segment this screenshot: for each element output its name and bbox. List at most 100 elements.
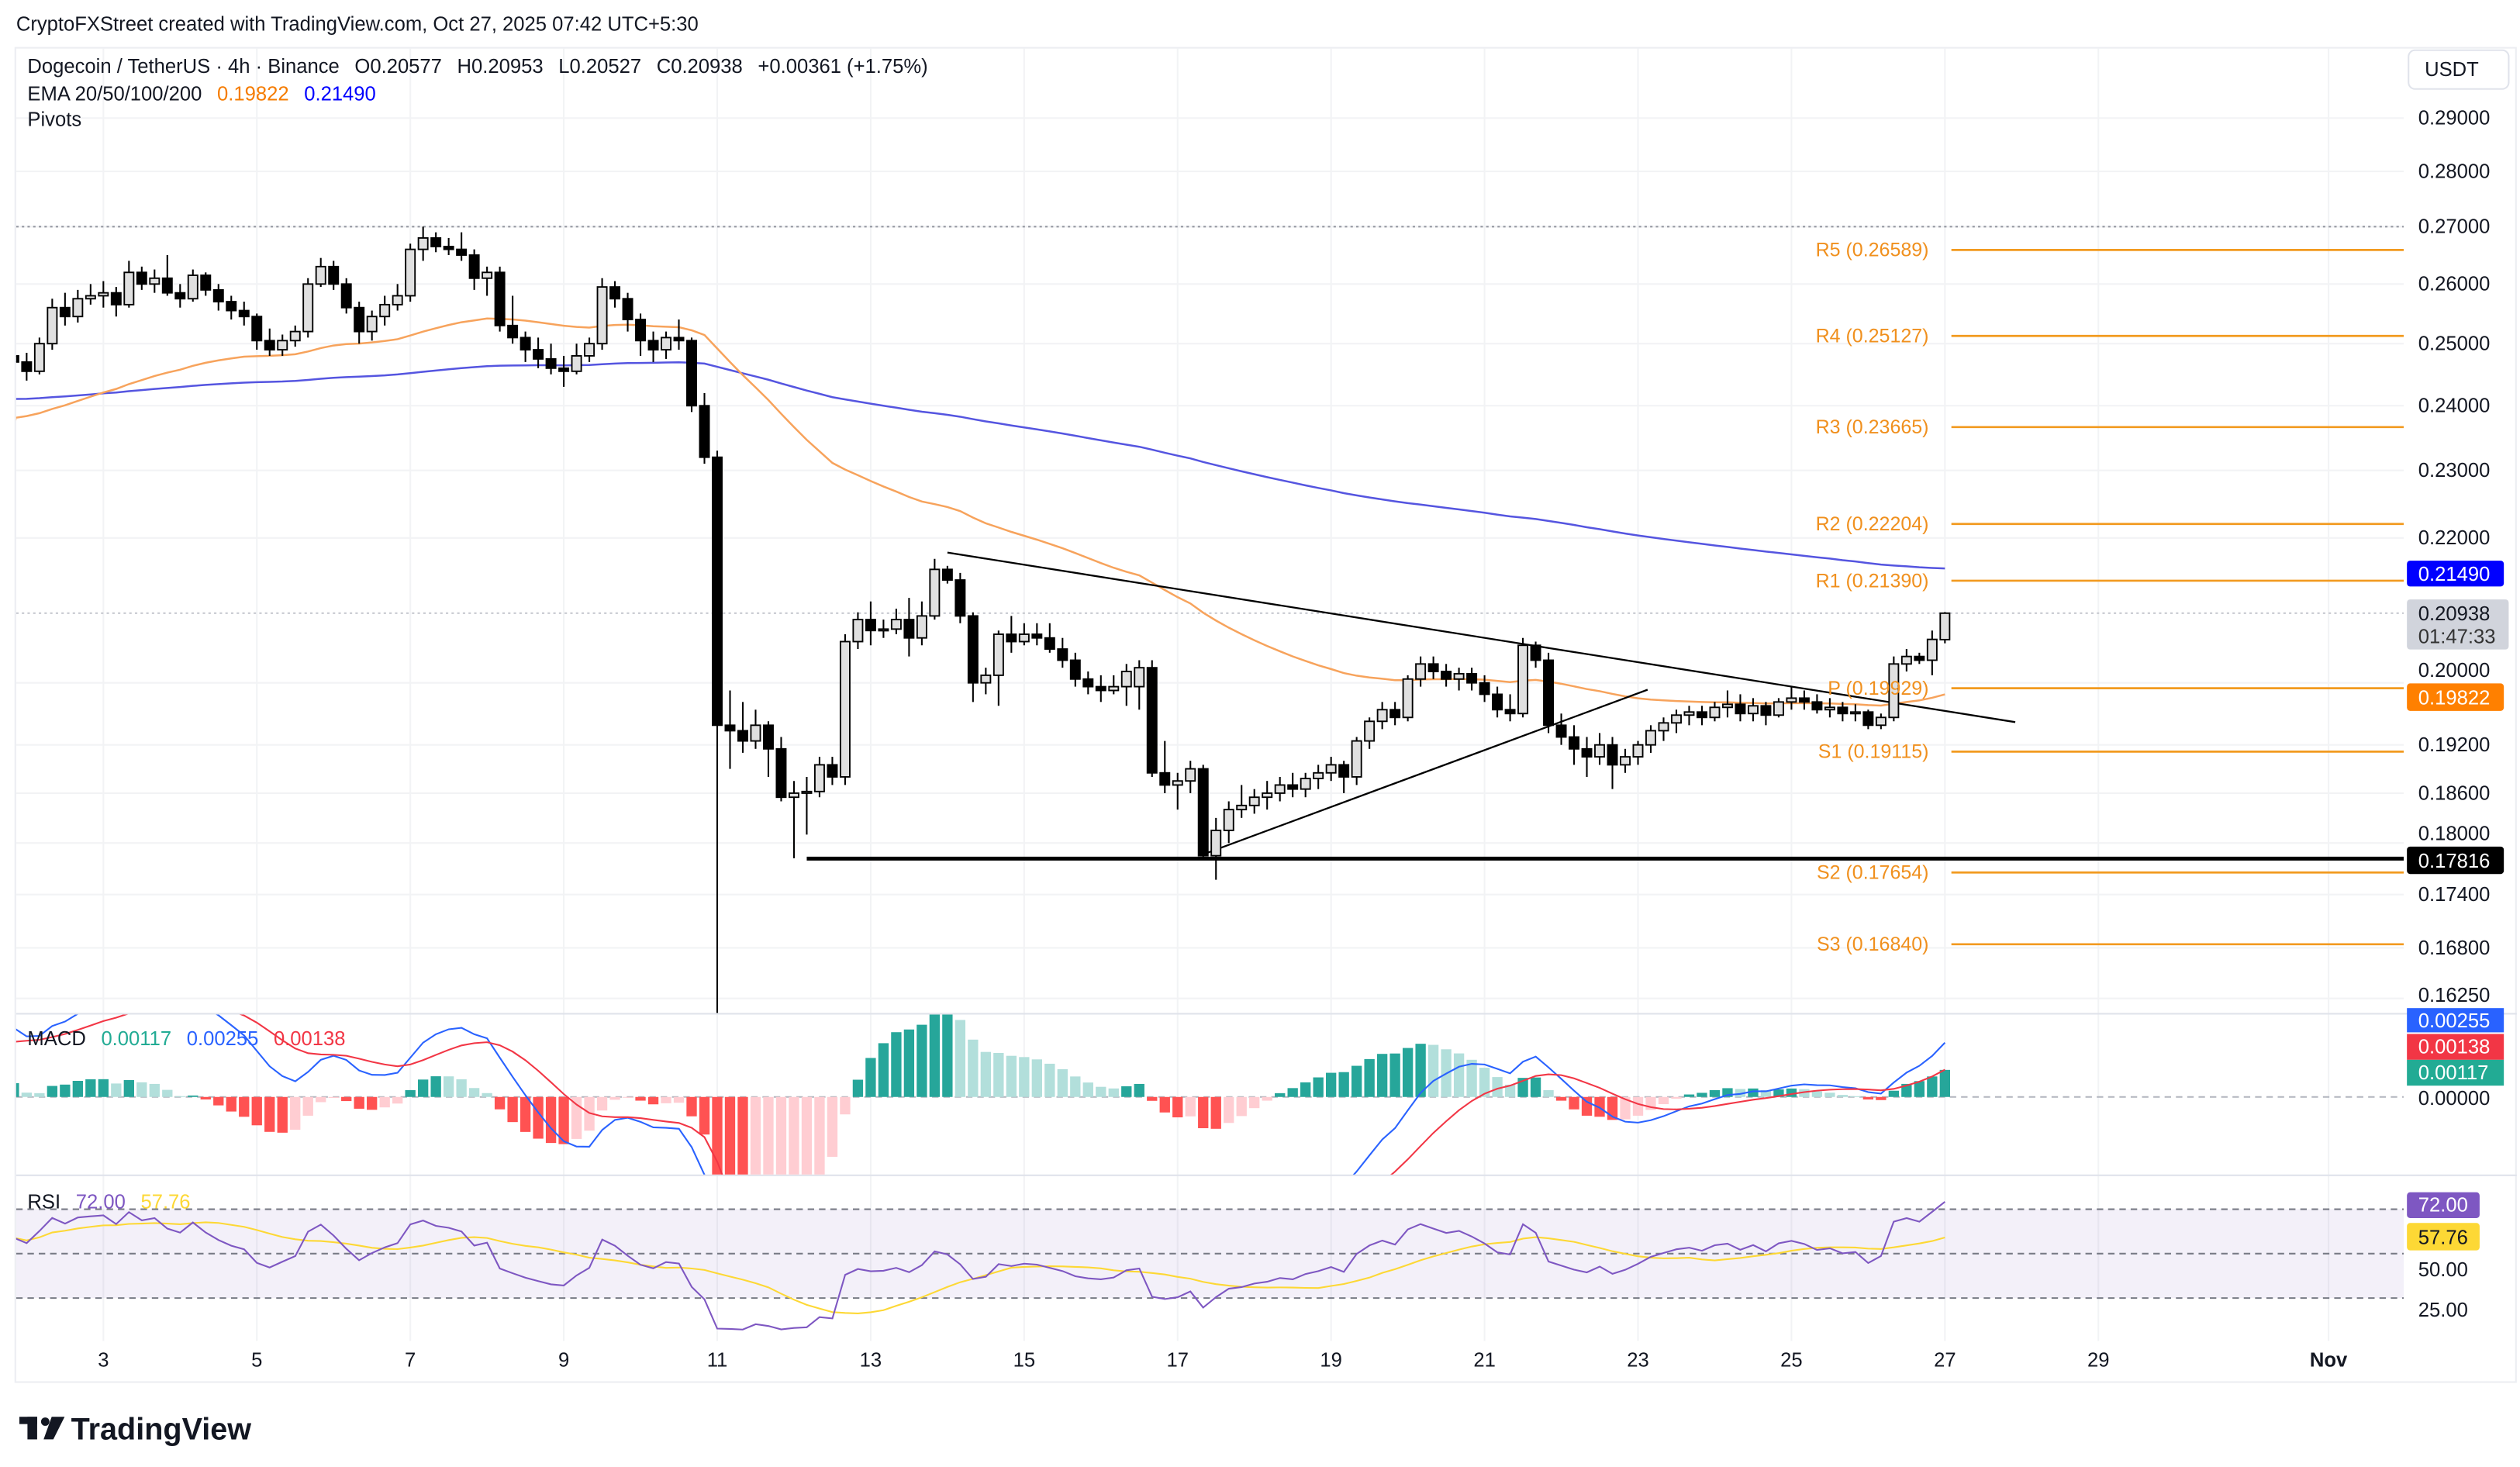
time-tick-label: Nov <box>2310 1350 2348 1372</box>
macd-hist-tag-text: 0.00117 <box>2418 1062 2489 1084</box>
candle <box>98 281 109 308</box>
pivot-label-r5: R5 (0.26589) <box>1816 240 1929 261</box>
candle-body <box>1900 655 1912 665</box>
candle <box>916 601 927 646</box>
candle <box>1044 623 1055 653</box>
candle <box>328 261 340 290</box>
macd-histogram-bar <box>1569 1096 1579 1110</box>
candle-body <box>1555 724 1567 738</box>
macd-pane <box>16 1014 2404 1175</box>
candle <box>1236 785 1248 818</box>
ema-200-line <box>16 361 1945 570</box>
macd-histogram-bar <box>21 1092 33 1097</box>
macd-histogram-bar <box>1722 1088 1733 1097</box>
candle <box>1351 737 1362 785</box>
candle <box>724 690 736 769</box>
macd-histogram-bar <box>149 1083 160 1097</box>
macd-histogram-bar <box>1159 1096 1170 1113</box>
candle <box>1287 772 1299 798</box>
legend-macd[interactable]: MACD 0.00117 0.00255 0.00138 <box>27 1028 345 1050</box>
candle <box>72 289 84 323</box>
legend-pivots[interactable]: Pivots <box>27 109 81 131</box>
candle <box>226 295 237 320</box>
rsi-line <box>16 1201 1945 1331</box>
candle-body <box>1441 671 1452 680</box>
candle-body <box>801 790 813 794</box>
candle-body <box>878 628 889 632</box>
macd-histogram-bar <box>1939 1069 1951 1097</box>
candle-body <box>1543 659 1555 727</box>
macd-histogram-bar <box>226 1096 236 1112</box>
candle-body <box>827 764 838 778</box>
macd-histogram-bar <box>814 1096 825 1175</box>
candle-body <box>762 724 774 750</box>
price-tick-label: 0.29000 <box>2418 108 2491 129</box>
candle-body <box>1262 792 1273 799</box>
legend-rsi[interactable]: RSI 72.00 57.76 <box>27 1192 190 1213</box>
candle <box>1364 717 1376 749</box>
candle <box>1670 709 1682 734</box>
candle <box>1159 740 1171 793</box>
candle-body <box>1849 711 1861 715</box>
macd-histogram-bar <box>1287 1088 1298 1097</box>
macd-histogram-bar <box>954 1020 966 1097</box>
candle-body <box>1798 697 1810 703</box>
macd-histogram-bar <box>162 1089 173 1097</box>
macd-histogram-bar <box>174 1096 185 1097</box>
candle-body <box>545 357 557 369</box>
candle-body <box>1146 667 1158 774</box>
price-axis[interactable]: 0.29000 0.28000 0.27000 0.26000 0.25000 0.240… <box>2418 108 2491 1006</box>
macd-histogram-bar <box>1249 1096 1260 1109</box>
time-axis[interactable]: 3 5 7 9 11 13 15 17 19 21 23 25 27 29 Nov <box>98 1350 2348 1372</box>
candle-body <box>1338 764 1350 778</box>
candle <box>482 266 493 296</box>
candle <box>1517 637 1529 718</box>
candle-body <box>1453 673 1465 680</box>
candle-body <box>980 674 992 684</box>
macd-histogram-bar <box>1300 1082 1311 1097</box>
legend-ema[interactable]: EMA 20/50/100/200 0.19822 0.21490 <box>27 83 375 105</box>
candle <box>443 237 454 255</box>
currency-button[interactable] <box>2408 49 2510 90</box>
candle <box>622 292 633 332</box>
macd-histogram-bar <box>1620 1096 1631 1120</box>
candle <box>1837 702 1849 722</box>
candle <box>1492 686 1503 718</box>
candle-body <box>1658 722 1669 732</box>
candle <box>1018 623 1030 646</box>
macd-histogram-bar <box>622 1096 633 1098</box>
macd-histogram-bar <box>661 1096 671 1103</box>
candle-body <box>1683 711 1695 716</box>
candle-body <box>1120 671 1132 688</box>
candle-body <box>1926 638 1938 661</box>
candle <box>1530 641 1541 668</box>
candle <box>1146 660 1158 777</box>
candle-body <box>187 274 198 300</box>
candle <box>1760 702 1772 726</box>
candle <box>1262 781 1273 810</box>
candle <box>1134 660 1145 710</box>
candle-body <box>1645 730 1656 746</box>
macd-histogram-bar <box>456 1079 467 1097</box>
macd-histogram-bar <box>1006 1055 1017 1097</box>
macd-histogram-bar <box>47 1086 58 1097</box>
candle <box>673 319 685 350</box>
candle-body <box>1760 705 1772 716</box>
candle-body <box>1172 780 1183 786</box>
candle-body <box>647 340 659 351</box>
macd-histogram-bar <box>1415 1044 1426 1097</box>
ema200-price-tag <box>2407 561 2504 587</box>
candle-body <box>661 337 672 351</box>
candle-body <box>1504 709 1516 715</box>
macd-histogram-bar <box>417 1079 429 1097</box>
rsi-axis-25: 25.00 <box>2418 1300 2468 1321</box>
macd-histogram-bar <box>1709 1089 1721 1097</box>
candle <box>1569 725 1580 765</box>
candle-body <box>1108 685 1120 692</box>
candle <box>1197 765 1209 861</box>
macd-histogram-bar <box>1773 1089 1784 1097</box>
candle <box>1658 717 1669 741</box>
candle-body <box>1773 701 1784 716</box>
candle-body <box>1696 711 1707 719</box>
